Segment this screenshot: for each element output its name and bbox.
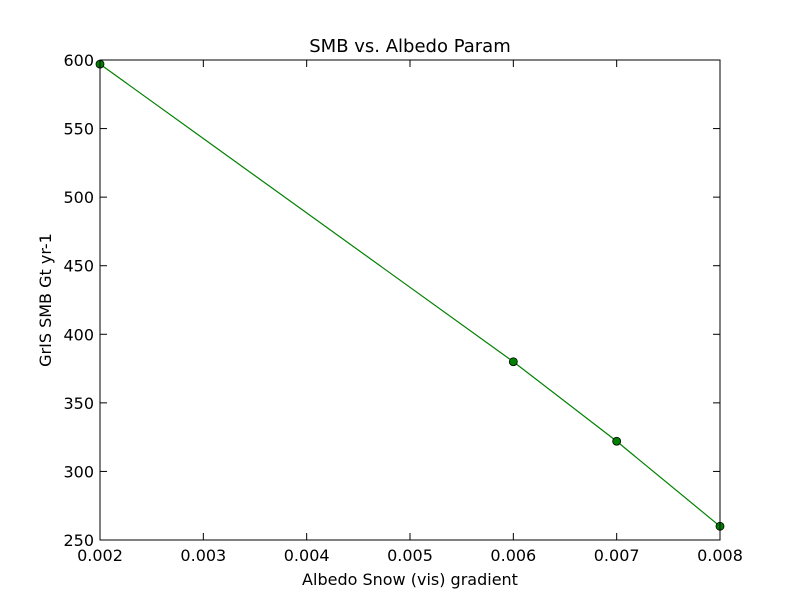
data-point [508,357,518,367]
y-tick-label: 250 [63,531,94,550]
y-tick-label: 600 [63,51,94,70]
y-tick-label: 550 [63,120,94,139]
y-tick-label: 450 [63,257,94,276]
x-tick-label: 0.006 [490,546,536,565]
x-tick-label: 0.003 [180,546,226,565]
series-line [99,63,721,527]
y-tick-label: 500 [63,188,94,207]
x-tick-label: 0.008 [697,546,743,565]
axis-ticks: 0.002 0.003 0.004 0.005 0.006 0.007 0.008 250 30… [63,51,742,565]
plot-lines [99,63,721,527]
chart-title: SMB vs. Albedo Param [309,36,511,57]
y-tick-label: 350 [63,394,94,413]
data-point [612,436,622,446]
x-axis-label: Albedo Snow (vis) gradient [302,570,518,589]
y-tick-label: 400 [63,325,94,344]
x-tick-label: 0.002 [77,546,123,565]
plot-frame [99,59,721,541]
x-tick-label: 0.007 [594,546,640,565]
x-tick-label: 0.004 [284,546,330,565]
x-tick-label: 0.005 [387,546,433,565]
y-axis-label: GrIS SMB Gt yr-1 [36,233,55,367]
y-tick-label: 300 [63,462,94,481]
